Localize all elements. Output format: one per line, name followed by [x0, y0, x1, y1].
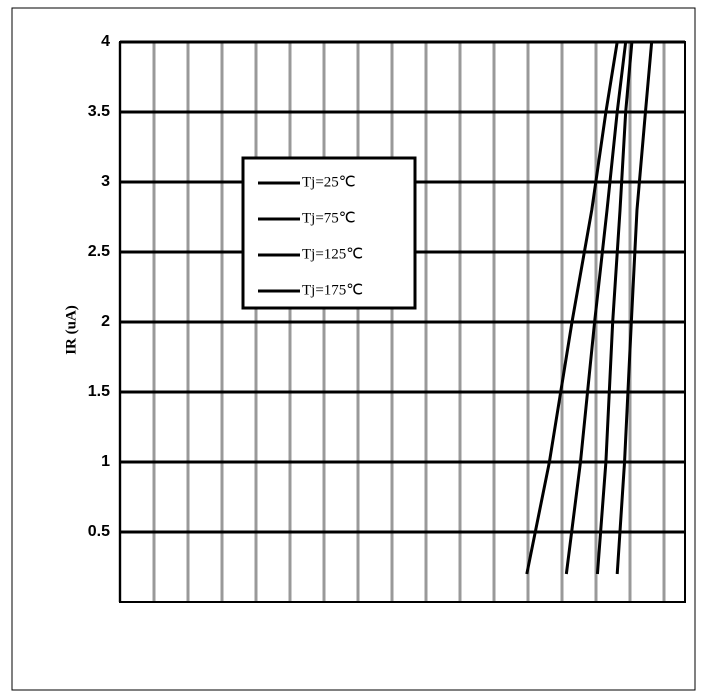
y-tick-label: 0.5 [88, 523, 110, 540]
series-line [564, 41, 628, 575]
y-axis-label: IR (uA) [63, 305, 79, 355]
y-tick-label: 3.5 [88, 103, 110, 120]
legend-label: Tj=75℃ [302, 210, 356, 226]
series-line [615, 41, 654, 575]
legend-label: Tj=125℃ [302, 246, 363, 262]
legend-label: Tj=175℃ [302, 282, 363, 298]
legend-label: Tj=25℃ [302, 174, 356, 190]
y-tick-label: 3 [101, 173, 110, 190]
y-tick-label: 2.5 [88, 243, 110, 260]
y-tick-label: 2 [101, 313, 110, 330]
series-line [595, 41, 634, 575]
y-tick-label: 4 [101, 33, 110, 50]
frame [11, 7, 696, 691]
series-line [525, 41, 619, 575]
y-tick-label: 1 [101, 453, 110, 470]
y-tick-label: 1.5 [88, 383, 110, 400]
